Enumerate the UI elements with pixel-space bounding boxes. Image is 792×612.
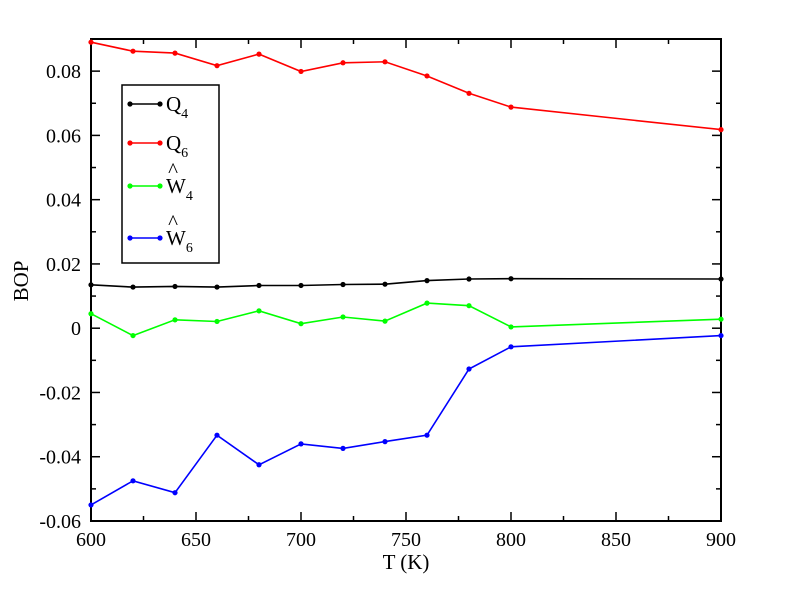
legend-label: W6 xyxy=(166,226,193,256)
data-point xyxy=(718,127,724,133)
legend-marker xyxy=(127,101,133,107)
data-point xyxy=(88,282,94,288)
data-point xyxy=(256,282,262,289)
legend-label: W4 xyxy=(166,174,193,204)
legend-hat-accent: ^ xyxy=(168,210,178,234)
data-point xyxy=(508,324,514,330)
legend-marker xyxy=(157,101,163,107)
y-tick-label: 0.04 xyxy=(46,190,81,212)
data-point xyxy=(382,318,388,324)
legend-marker xyxy=(157,235,163,241)
y-tick-label: -0.04 xyxy=(39,447,81,469)
data-point xyxy=(466,276,472,282)
data-point xyxy=(172,50,178,56)
data-point xyxy=(718,332,724,339)
data-point xyxy=(424,432,430,438)
data-point xyxy=(172,490,178,496)
data-point xyxy=(130,478,136,484)
series-w6 xyxy=(88,332,724,508)
data-point xyxy=(508,276,514,282)
data-point xyxy=(298,282,304,289)
data-point xyxy=(172,317,178,323)
legend-marker xyxy=(127,183,133,189)
data-point xyxy=(214,63,220,69)
data-point xyxy=(88,311,94,317)
data-point xyxy=(466,303,472,309)
data-point xyxy=(172,283,178,290)
data-point xyxy=(424,300,430,306)
y-tick-label: 0 xyxy=(71,318,81,340)
data-point xyxy=(340,60,346,66)
legend-label: Q4 xyxy=(166,92,188,122)
data-point xyxy=(508,104,514,110)
x-tick-label: 900 xyxy=(706,529,736,551)
x-tick-label: 650 xyxy=(181,529,211,551)
legend-marker xyxy=(157,183,163,189)
series-line xyxy=(90,41,722,131)
y-axis-title: BOP xyxy=(9,261,33,302)
x-tick-label: 700 xyxy=(286,529,316,551)
x-tick-label: 850 xyxy=(601,529,631,551)
data-point xyxy=(466,90,472,96)
y-tick-label: 0.08 xyxy=(46,61,81,83)
legend-marker xyxy=(157,140,163,146)
data-point xyxy=(256,51,262,57)
y-tick-label: -0.06 xyxy=(39,511,81,533)
data-point xyxy=(256,308,262,314)
legend-entry-w4: W4^ xyxy=(127,158,193,204)
x-tick-label: 800 xyxy=(496,529,526,551)
legend-hat-accent: ^ xyxy=(168,158,178,182)
data-point xyxy=(340,281,346,288)
axis-ticks xyxy=(90,38,722,522)
data-point xyxy=(424,278,430,284)
legend-entry-q4: Q4 xyxy=(127,92,188,122)
data-point xyxy=(340,445,346,451)
data-point xyxy=(130,48,136,54)
data-point xyxy=(718,316,724,322)
x-axis-title: T (K) xyxy=(383,550,430,574)
data-point xyxy=(298,68,304,75)
data-point xyxy=(382,439,388,445)
data-point xyxy=(130,332,136,339)
legend-marker xyxy=(127,235,133,241)
data-point xyxy=(256,462,262,468)
data-point xyxy=(466,366,472,372)
data-point xyxy=(298,321,304,327)
data-point xyxy=(382,281,388,287)
legend-label: Q6 xyxy=(166,131,188,161)
y-tick-label: 0.06 xyxy=(46,125,81,147)
data-point xyxy=(130,284,136,290)
series-w4 xyxy=(88,300,724,339)
legend-box xyxy=(121,84,220,264)
data-point xyxy=(214,284,220,290)
legend-entry-w6: W6^ xyxy=(127,210,193,256)
data-point xyxy=(88,502,94,508)
data-point xyxy=(382,59,388,65)
series-q4 xyxy=(88,276,724,290)
y-tick-label: -0.02 xyxy=(39,382,81,404)
axis-tick-labels: 600 650 700 750 800 850 900 -0.06 -0.04 -0.02 0 0.0… xyxy=(39,61,736,551)
series-line xyxy=(90,277,722,288)
data-point xyxy=(508,344,514,350)
x-tick-label: 750 xyxy=(391,529,421,551)
series-line xyxy=(90,334,722,506)
data-point xyxy=(424,73,430,79)
y-tick-label: 0.02 xyxy=(46,254,81,276)
series-q6 xyxy=(88,39,724,133)
data-point xyxy=(214,432,220,438)
data-point xyxy=(340,314,346,320)
data-point xyxy=(298,441,304,447)
x-tick-label: 600 xyxy=(76,529,106,551)
data-point xyxy=(718,276,724,282)
series-layer xyxy=(88,39,724,508)
data-point xyxy=(88,39,94,45)
legend-marker xyxy=(127,140,133,146)
data-point xyxy=(214,318,220,325)
legend-entry-q6: Q6 xyxy=(127,131,188,161)
series-line xyxy=(90,302,722,337)
